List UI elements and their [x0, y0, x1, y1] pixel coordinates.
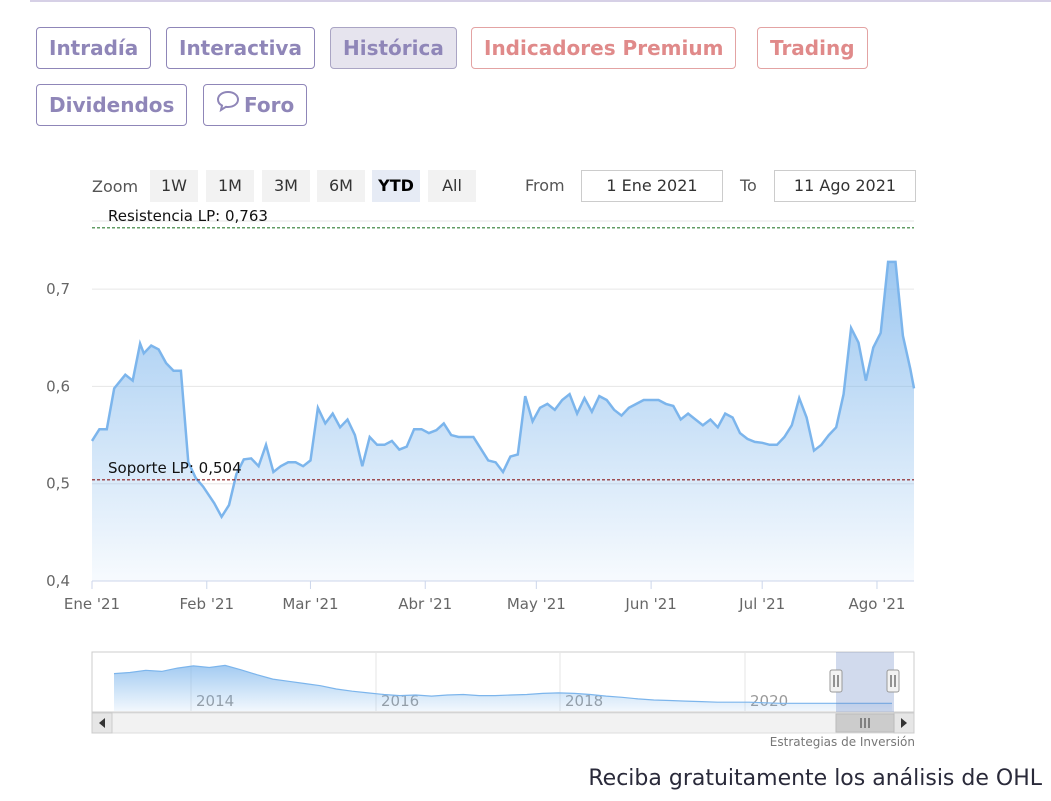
zoom-6m-button[interactable]: 6M [317, 170, 365, 202]
scrollbar-thumb[interactable] [835, 713, 895, 733]
navigator-frame [91, 651, 915, 713]
plot-line-label: Resistencia LP: 0,763 [108, 207, 268, 225]
navigator-year-label: 2016 [381, 692, 419, 710]
to-date-input[interactable]: 11 Ago 2021 [774, 170, 916, 202]
y-tick-label: 0,5 [46, 475, 70, 493]
zoom-3m-button[interactable]: 3M [262, 170, 310, 202]
tab-interactiva[interactable]: Interactiva [166, 27, 315, 69]
scroll-left-arrow-icon [99, 718, 105, 728]
navigator-year-label: 2018 [565, 692, 603, 710]
footer-promo-text[interactable]: Reciba gratuitamente los análisis de OHL [588, 766, 1042, 791]
y-tick-label: 0,4 [46, 572, 70, 590]
navigator-left-handle[interactable] [829, 669, 843, 693]
tab-dividendos[interactable]: Dividendos [36, 84, 188, 126]
to-label: To [740, 176, 757, 195]
scroll-right-button[interactable] [893, 712, 915, 734]
x-tick-label: Abr '21 [398, 595, 452, 613]
tab-intradia[interactable]: Intradía [36, 27, 152, 69]
x-tick-label: May '21 [507, 595, 566, 613]
scroll-left-button[interactable] [91, 712, 113, 734]
x-tick-label: Ago '21 [848, 595, 905, 613]
zoom-label: Zoom [92, 177, 139, 196]
x-tick-label: Mar '21 [282, 595, 338, 613]
tab-historica[interactable]: Histórica [330, 27, 457, 69]
x-tick-label: Jun '21 [624, 595, 676, 613]
top-divider [30, 0, 1051, 2]
from-label: From [525, 176, 565, 195]
zoom-all-button[interactable]: All [428, 170, 476, 202]
navigator-selection[interactable] [836, 652, 894, 712]
tab-foro-label: Foro [244, 93, 295, 117]
navigator-area [114, 665, 892, 711]
plot-line-label: Soporte LP: 0,504 [108, 459, 242, 477]
tab-indicadores-premium[interactable]: Indicadores Premium [471, 27, 737, 69]
y-tick-label: 0,6 [46, 377, 70, 395]
y-tick-label: 0,7 [46, 280, 70, 298]
x-tick-label: Feb '21 [180, 595, 235, 613]
tab-foro[interactable]: Foro [203, 84, 308, 126]
navigator-line [113, 664, 892, 704]
price-line [90, 260, 916, 520]
x-tick-label: Jul '21 [738, 595, 785, 613]
navigator-year-label: 2014 [196, 692, 234, 710]
x-tick-label: Ene '21 [64, 595, 120, 613]
tab-trading[interactable]: Trading [757, 27, 868, 69]
chat-bubble-icon [216, 85, 240, 125]
scrollbar-track[interactable] [91, 712, 915, 734]
navigator-year-label: 2020 [750, 692, 788, 710]
zoom-ytd-button[interactable]: YTD [372, 170, 420, 202]
scroll-right-arrow-icon [901, 718, 907, 728]
zoom-1w-button[interactable]: 1W [150, 170, 198, 202]
zoom-1m-button[interactable]: 1M [206, 170, 254, 202]
price-area [92, 261, 914, 581]
from-date-input[interactable]: 1 Ene 2021 [581, 170, 723, 202]
navigator-right-handle[interactable] [886, 669, 900, 693]
chart-credit[interactable]: Estrategias de Inversión [769, 735, 915, 749]
